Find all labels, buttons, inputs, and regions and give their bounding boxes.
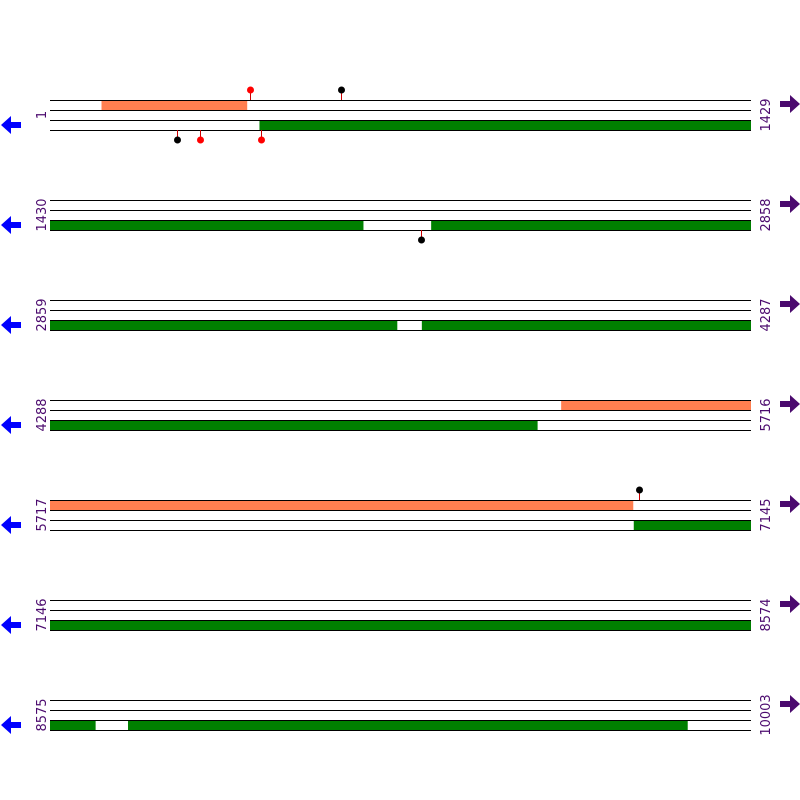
row-end-label: 1429: [759, 98, 774, 131]
track-row: 7146 8574: [1, 595, 800, 634]
row-end-label: 8574: [759, 598, 774, 631]
row-start-label: 4288: [35, 398, 50, 431]
reverse-feature-bar: [50, 620, 751, 630]
row-start-label: 8575: [35, 698, 50, 731]
row-start-label: 2859: [35, 298, 50, 331]
track-row: 4288 5716: [1, 395, 800, 434]
track-row: 1 1429: [1, 86, 800, 144]
forward-feature-bar: [561, 400, 751, 410]
reverse-feature-bar: [50, 720, 96, 730]
arrow-right-icon: [780, 695, 800, 713]
arrow-left-icon: [1, 316, 21, 334]
row-start-label: 1: [35, 111, 50, 119]
reverse-feature-bar: [259, 120, 751, 130]
arrow-right-icon: [780, 95, 800, 113]
reverse-feature-bar: [50, 220, 364, 230]
arrow-right-icon: [780, 195, 800, 213]
track-row: 2859 4287: [1, 295, 800, 334]
arrow-right-icon: [780, 395, 800, 413]
row-end-label: 2858: [759, 198, 774, 231]
reverse-feature-bar: [50, 420, 538, 430]
row-end-label: 10003: [759, 694, 774, 735]
row-end-label: 4287: [759, 298, 774, 331]
site-marker-black: [418, 236, 425, 244]
reverse-feature-bar: [431, 220, 751, 230]
arrow-right-icon: [780, 495, 800, 513]
row-start-label: 5717: [35, 498, 50, 531]
forward-feature-bar: [50, 500, 634, 510]
site-marker-red: [247, 86, 254, 94]
arrow-right-icon: [780, 595, 800, 613]
arrow-left-icon: [1, 416, 21, 434]
site-marker-red: [197, 136, 204, 144]
forward-feature-bar: [101, 100, 248, 110]
site-marker-red: [258, 136, 265, 144]
site-marker-black: [174, 136, 181, 144]
arrow-left-icon: [1, 716, 21, 734]
row-end-label: 7145: [759, 498, 774, 531]
arrow-left-icon: [1, 216, 21, 234]
row-start-label: 1430: [35, 198, 50, 231]
reverse-feature-bar: [421, 320, 751, 330]
track-row: 8575 10003: [1, 694, 800, 736]
site-marker-black: [338, 86, 345, 94]
row-end-label: 5716: [759, 398, 774, 431]
track-row: 1430 2858: [1, 195, 800, 244]
reverse-feature-bar: [633, 520, 751, 530]
reverse-feature-bar: [127, 720, 688, 730]
reverse-feature-bar: [50, 320, 398, 330]
arrow-left-icon: [1, 516, 21, 534]
arrow-left-icon: [1, 116, 21, 134]
row-start-label: 7146: [35, 598, 50, 631]
arrow-right-icon: [780, 295, 800, 313]
arrow-left-icon: [1, 616, 21, 634]
track-row: 5717 7145: [1, 486, 800, 534]
site-marker-black: [636, 486, 643, 494]
